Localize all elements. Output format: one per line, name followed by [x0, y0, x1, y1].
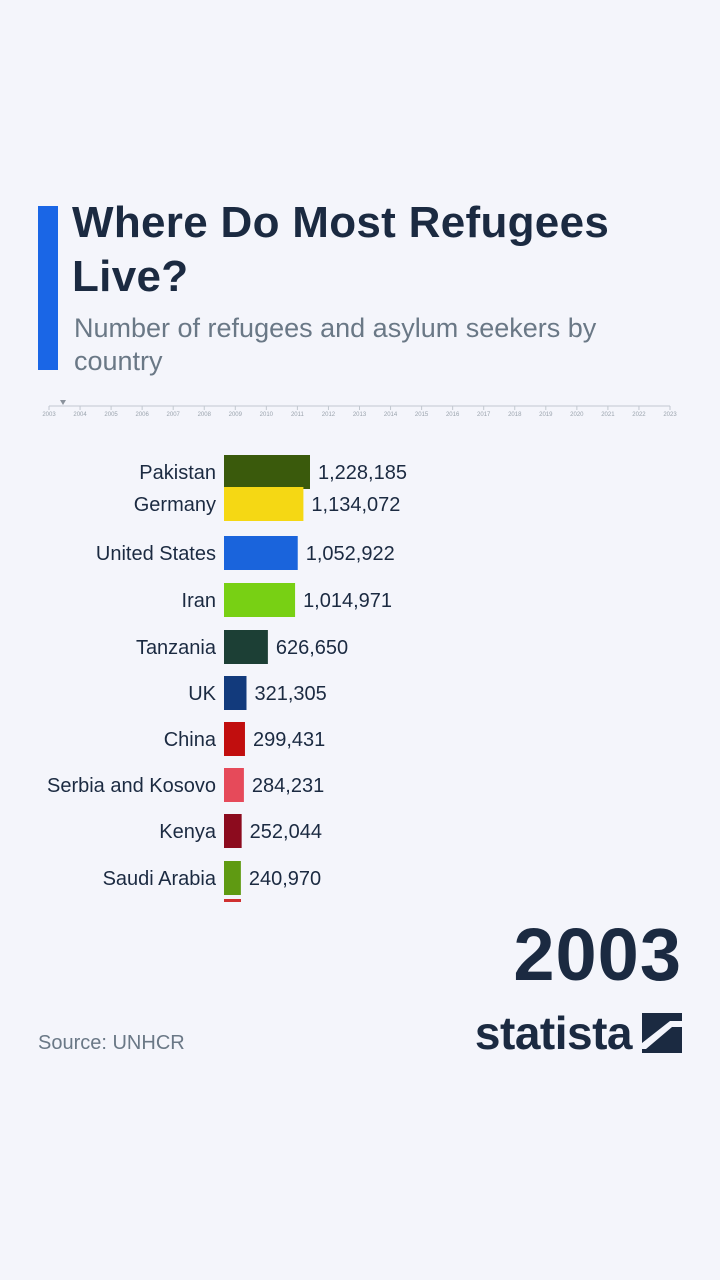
- bar-iran: [224, 583, 296, 617]
- bar-germany: [224, 487, 304, 521]
- timeline-year-label: 2013: [353, 412, 367, 418]
- timeline-year-label: 2014: [384, 412, 398, 418]
- timeline-year-label: 2019: [539, 412, 553, 418]
- statista-icon: [642, 1013, 682, 1053]
- timeline-year-label: 2022: [632, 412, 646, 418]
- logo-text: statista: [474, 1007, 633, 1059]
- timeline-year-label: 2016: [446, 412, 460, 418]
- bar-serbia-and-kosovo: [224, 768, 244, 802]
- timeline-year-label: 2012: [322, 412, 336, 418]
- timeline-year-label: 2011: [291, 412, 305, 418]
- value-label: 252,044: [250, 821, 322, 843]
- category-label: United States: [96, 543, 216, 565]
- value-label: 1,134,072: [311, 494, 400, 516]
- bar-kenya: [224, 814, 242, 848]
- timeline-year-label: 2018: [508, 412, 522, 418]
- category-label: UK: [188, 683, 216, 705]
- category-label: China: [164, 729, 217, 751]
- timeline-year-label: 2004: [73, 412, 87, 418]
- category-label: Germany: [134, 494, 216, 516]
- bar-united-states: [224, 536, 298, 570]
- chart-subtitle: Number of refugees and asylum seekers by…: [74, 313, 597, 376]
- timeline-year-label: 2021: [601, 412, 615, 418]
- category-label: Kenya: [159, 821, 217, 843]
- bar-saudi-arabia: [224, 861, 241, 895]
- bar-chart: Pakistan 1,228,185 Germany 1,134,072 United …: [47, 455, 407, 902]
- bar-pakistan: [224, 455, 310, 489]
- value-label: 1,228,185: [318, 462, 407, 484]
- timeline-year-label: 2009: [229, 412, 243, 418]
- value-label: 284,231: [252, 775, 324, 797]
- timeline-year-label: 2006: [135, 412, 149, 418]
- value-label: 1,014,971: [303, 590, 392, 612]
- value-label: 240,970: [249, 868, 321, 890]
- value-label: 299,431: [253, 729, 325, 751]
- bar-uk: [224, 676, 247, 710]
- next-bar-edge: [224, 899, 241, 902]
- category-label: Serbia and Kosovo: [47, 775, 216, 797]
- value-label: 626,650: [276, 637, 348, 659]
- timeline-year-label: 2015: [415, 412, 429, 418]
- statista-logo: statista: [475, 1006, 682, 1060]
- timeline-slider[interactable]: 2003 2004 2005 2006 2007 2008 2009 2010 2011 2012…: [0, 395, 720, 425]
- category-label: Tanzania: [136, 637, 217, 659]
- timeline-year-label: 2003: [42, 412, 56, 418]
- current-year: 2003: [513, 913, 682, 996]
- title-accent-bar: [38, 206, 58, 370]
- chart-title: Where Do Most Refugees Live?: [72, 198, 610, 301]
- timeline-year-label: 2017: [477, 412, 491, 418]
- timeline-year-label: 2005: [104, 412, 118, 418]
- category-label: Saudi Arabia: [103, 868, 217, 890]
- category-label: Pakistan: [139, 462, 216, 484]
- bar-china: [224, 722, 245, 756]
- bar-tanzania: [224, 630, 268, 664]
- source-note: Source: UNHCR: [38, 1032, 185, 1054]
- timeline-year-label: 2008: [198, 412, 212, 418]
- timeline-year-label: 2010: [260, 412, 274, 418]
- timeline-year-label: 2020: [570, 412, 584, 418]
- timeline-year-label: 2023: [663, 412, 677, 418]
- timeline-marker[interactable]: [60, 400, 66, 405]
- value-label: 321,305: [254, 683, 326, 705]
- category-label: Iran: [182, 590, 216, 612]
- timeline-year-label: 2007: [167, 412, 181, 418]
- value-label: 1,052,922: [306, 543, 395, 565]
